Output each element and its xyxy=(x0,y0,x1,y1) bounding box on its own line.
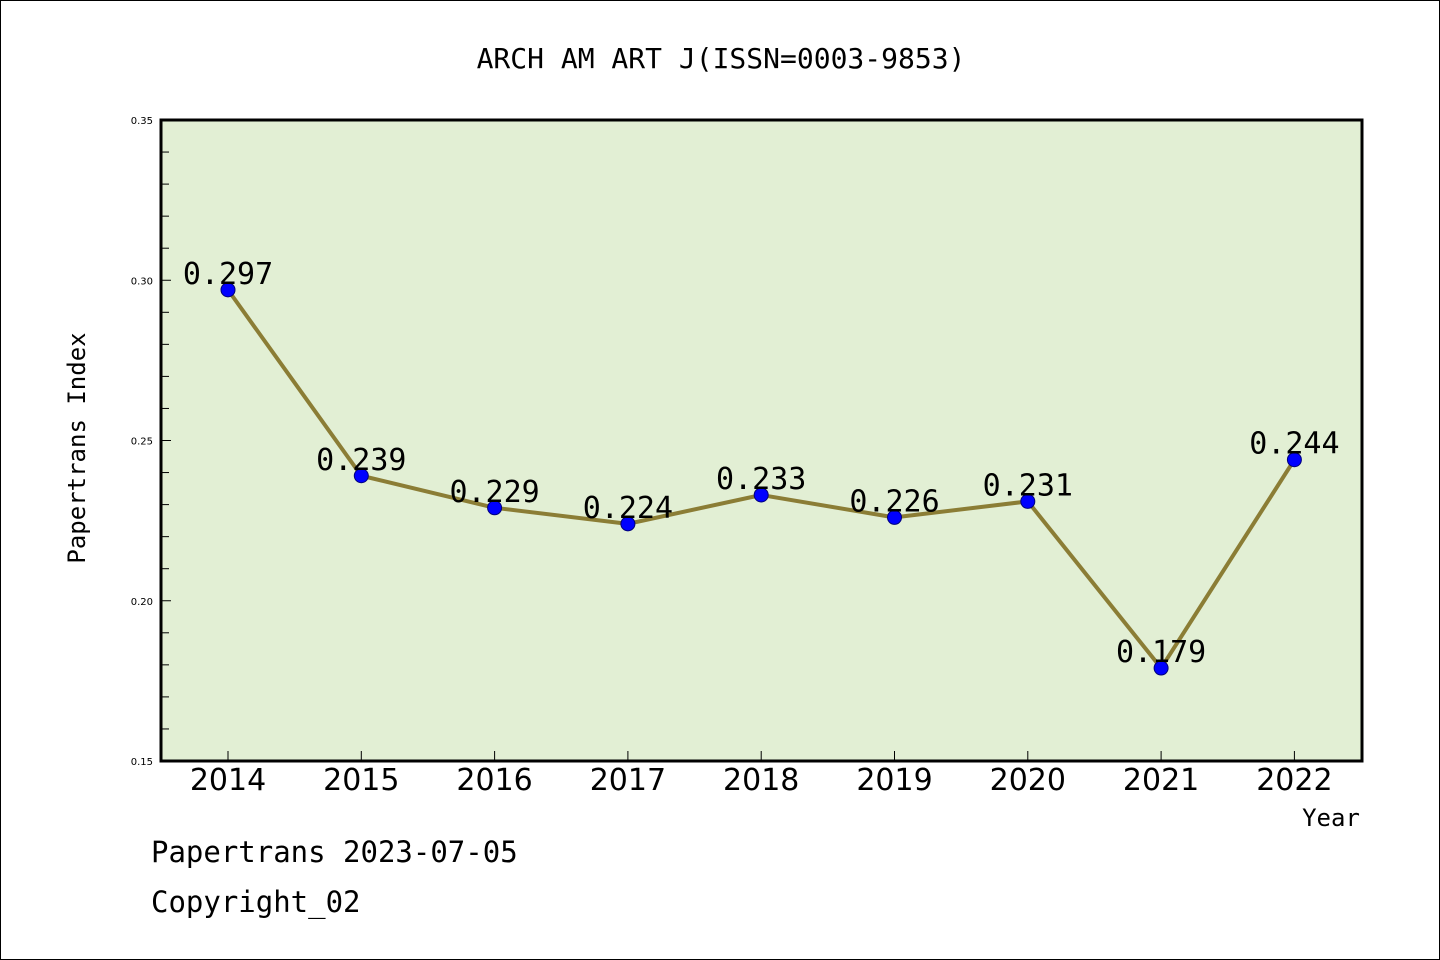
y-tick-label: 0.35 xyxy=(131,116,153,127)
data-point-marker xyxy=(220,282,236,298)
x-tick-label: 2020 xyxy=(990,763,1066,798)
x-tick-label: 2021 xyxy=(1123,763,1199,798)
plot-background xyxy=(161,120,1362,761)
data-point-marker xyxy=(353,468,369,484)
data-point-marker xyxy=(620,516,636,532)
data-value-label: 0.233 xyxy=(716,462,806,497)
data-value-label: 0.224 xyxy=(583,491,673,526)
data-point-marker xyxy=(487,500,503,516)
y-tick-label: 0.25 xyxy=(131,437,153,448)
data-value-label: 0.244 xyxy=(1249,427,1339,462)
plot-area-group: 0.15 0.20 0.25 0.30 0.35 2014 2015 2016 2017 2018… xyxy=(131,116,1364,798)
y-tick-label: 0.15 xyxy=(131,757,153,768)
x-tick-label: 2014 xyxy=(190,763,266,798)
data-value-label: 0.231 xyxy=(983,468,1073,503)
data-point-marker xyxy=(887,509,902,525)
y-tick-label: 0.30 xyxy=(131,276,153,287)
y-tick-label: 0.20 xyxy=(131,597,153,608)
x-tick-label: 2016 xyxy=(456,763,532,798)
data-value-label: 0.226 xyxy=(849,484,939,519)
footer-date-text: Papertrans 2023-07-05 xyxy=(151,835,518,869)
data-point-marker xyxy=(1020,493,1036,509)
data-value-label: 0.239 xyxy=(316,443,406,478)
x-tick-label: 2015 xyxy=(323,763,399,798)
x-tick-label: 2018 xyxy=(723,763,799,798)
x-tick-label: 2019 xyxy=(856,763,932,798)
x-axis-label: Year xyxy=(1302,804,1360,832)
y-axis-label: Papertrans Index xyxy=(63,332,91,563)
data-value-label: 0.229 xyxy=(449,475,539,510)
footer-copyright-text: Copyright_02 xyxy=(151,885,361,919)
x-tick-label: 2022 xyxy=(1256,763,1332,798)
x-tick-label: 2017 xyxy=(590,763,666,798)
data-point-marker xyxy=(1286,452,1302,468)
plot-frame xyxy=(159,118,1364,763)
data-point-marker xyxy=(1153,660,1169,676)
chart-title: ARCH AM ART J(ISSN=0003-9853) xyxy=(477,42,966,75)
data-value-label: 0.297 xyxy=(183,257,273,292)
data-point-marker xyxy=(753,487,769,503)
data-value-label: 0.179 xyxy=(1116,635,1206,670)
